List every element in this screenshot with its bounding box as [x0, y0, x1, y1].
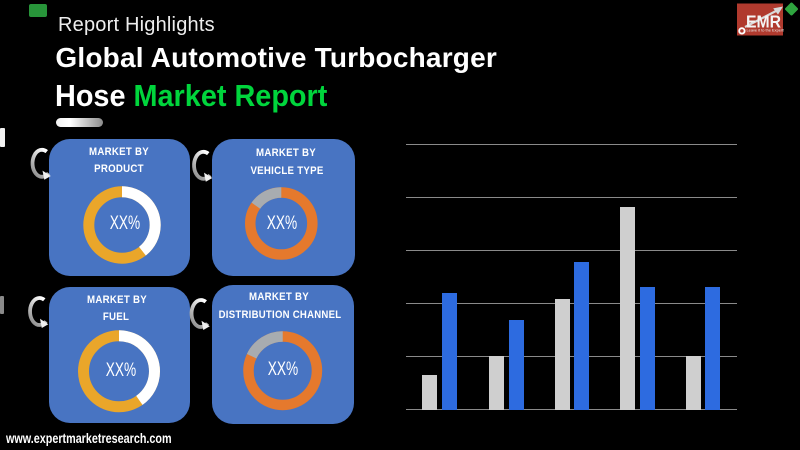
svg-text:Leave it to the Expert!: Leave it to the Expert!: [747, 28, 785, 33]
svg-text:EMR: EMR: [746, 12, 781, 32]
